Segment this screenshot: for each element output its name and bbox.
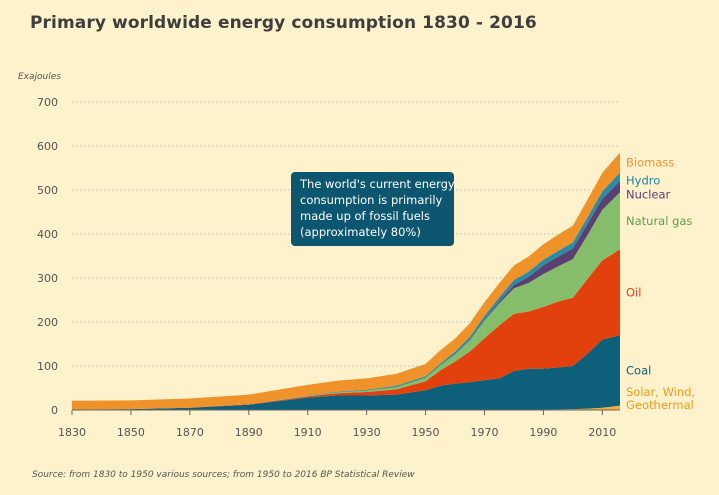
area-oil	[72, 249, 620, 410]
x-tick-label: 1890	[235, 426, 263, 439]
x-tick-label: 1950	[412, 426, 440, 439]
callout-line: The world's current energy	[299, 177, 455, 191]
source-note: Source: from 1830 to 1950 various source…	[32, 470, 415, 480]
y-tick-label: 100	[37, 360, 58, 373]
series-labels: Solar, Wind,Geothermal Coal Oil Natural gas…	[626, 156, 695, 413]
x-tick-label: 1990	[529, 426, 557, 439]
y-tick-label: 700	[37, 96, 58, 109]
callout-box	[291, 172, 454, 246]
y-tick-label: 200	[37, 316, 58, 329]
chart-title: Primary worldwide energy consumption 183…	[30, 13, 537, 33]
y-tick-label: 600	[37, 140, 58, 153]
series-label-biomass: Biomass	[626, 156, 674, 170]
series-label-natural-gas: Natural gas	[626, 214, 692, 228]
axes: 0 100 200 300 400 500 600 700 1830 1850 1870 1890 19…	[37, 96, 620, 439]
area-natural-gas	[72, 192, 620, 410]
y-tick-label: 300	[37, 272, 58, 285]
x-tick-label: 1970	[470, 426, 498, 439]
y-tick-label: 500	[37, 184, 58, 197]
y-tick-label: 400	[37, 228, 58, 241]
callout-line: consumption is primarily	[300, 193, 443, 207]
series-label-nuclear: Nuclear	[626, 188, 671, 202]
area-coal	[72, 335, 620, 410]
series-label-renewables: Geothermal	[626, 398, 694, 412]
series-label-oil: Oil	[626, 285, 641, 299]
x-tick-label: 1850	[117, 426, 145, 439]
y-tick-label: 0	[51, 404, 58, 417]
series-label-renewables: Solar, Wind,	[626, 385, 695, 399]
x-tick-label: 1910	[294, 426, 322, 439]
series-label-coal: Coal	[626, 363, 651, 377]
callout: The world's current energy consumption i…	[291, 172, 455, 246]
x-tick-label: 1830	[58, 426, 86, 439]
x-tick-label: 2010	[588, 426, 616, 439]
y-axis-label: Exajoules	[18, 72, 61, 82]
area-biomass	[72, 152, 620, 410]
series-label-hydro: Hydro	[626, 174, 660, 188]
callout-line: (approximately 80%)	[300, 225, 421, 239]
x-tick-label: 1930	[353, 426, 381, 439]
callout-line: made up of fossil fuels	[300, 209, 430, 223]
x-tick-label: 1870	[176, 426, 204, 439]
